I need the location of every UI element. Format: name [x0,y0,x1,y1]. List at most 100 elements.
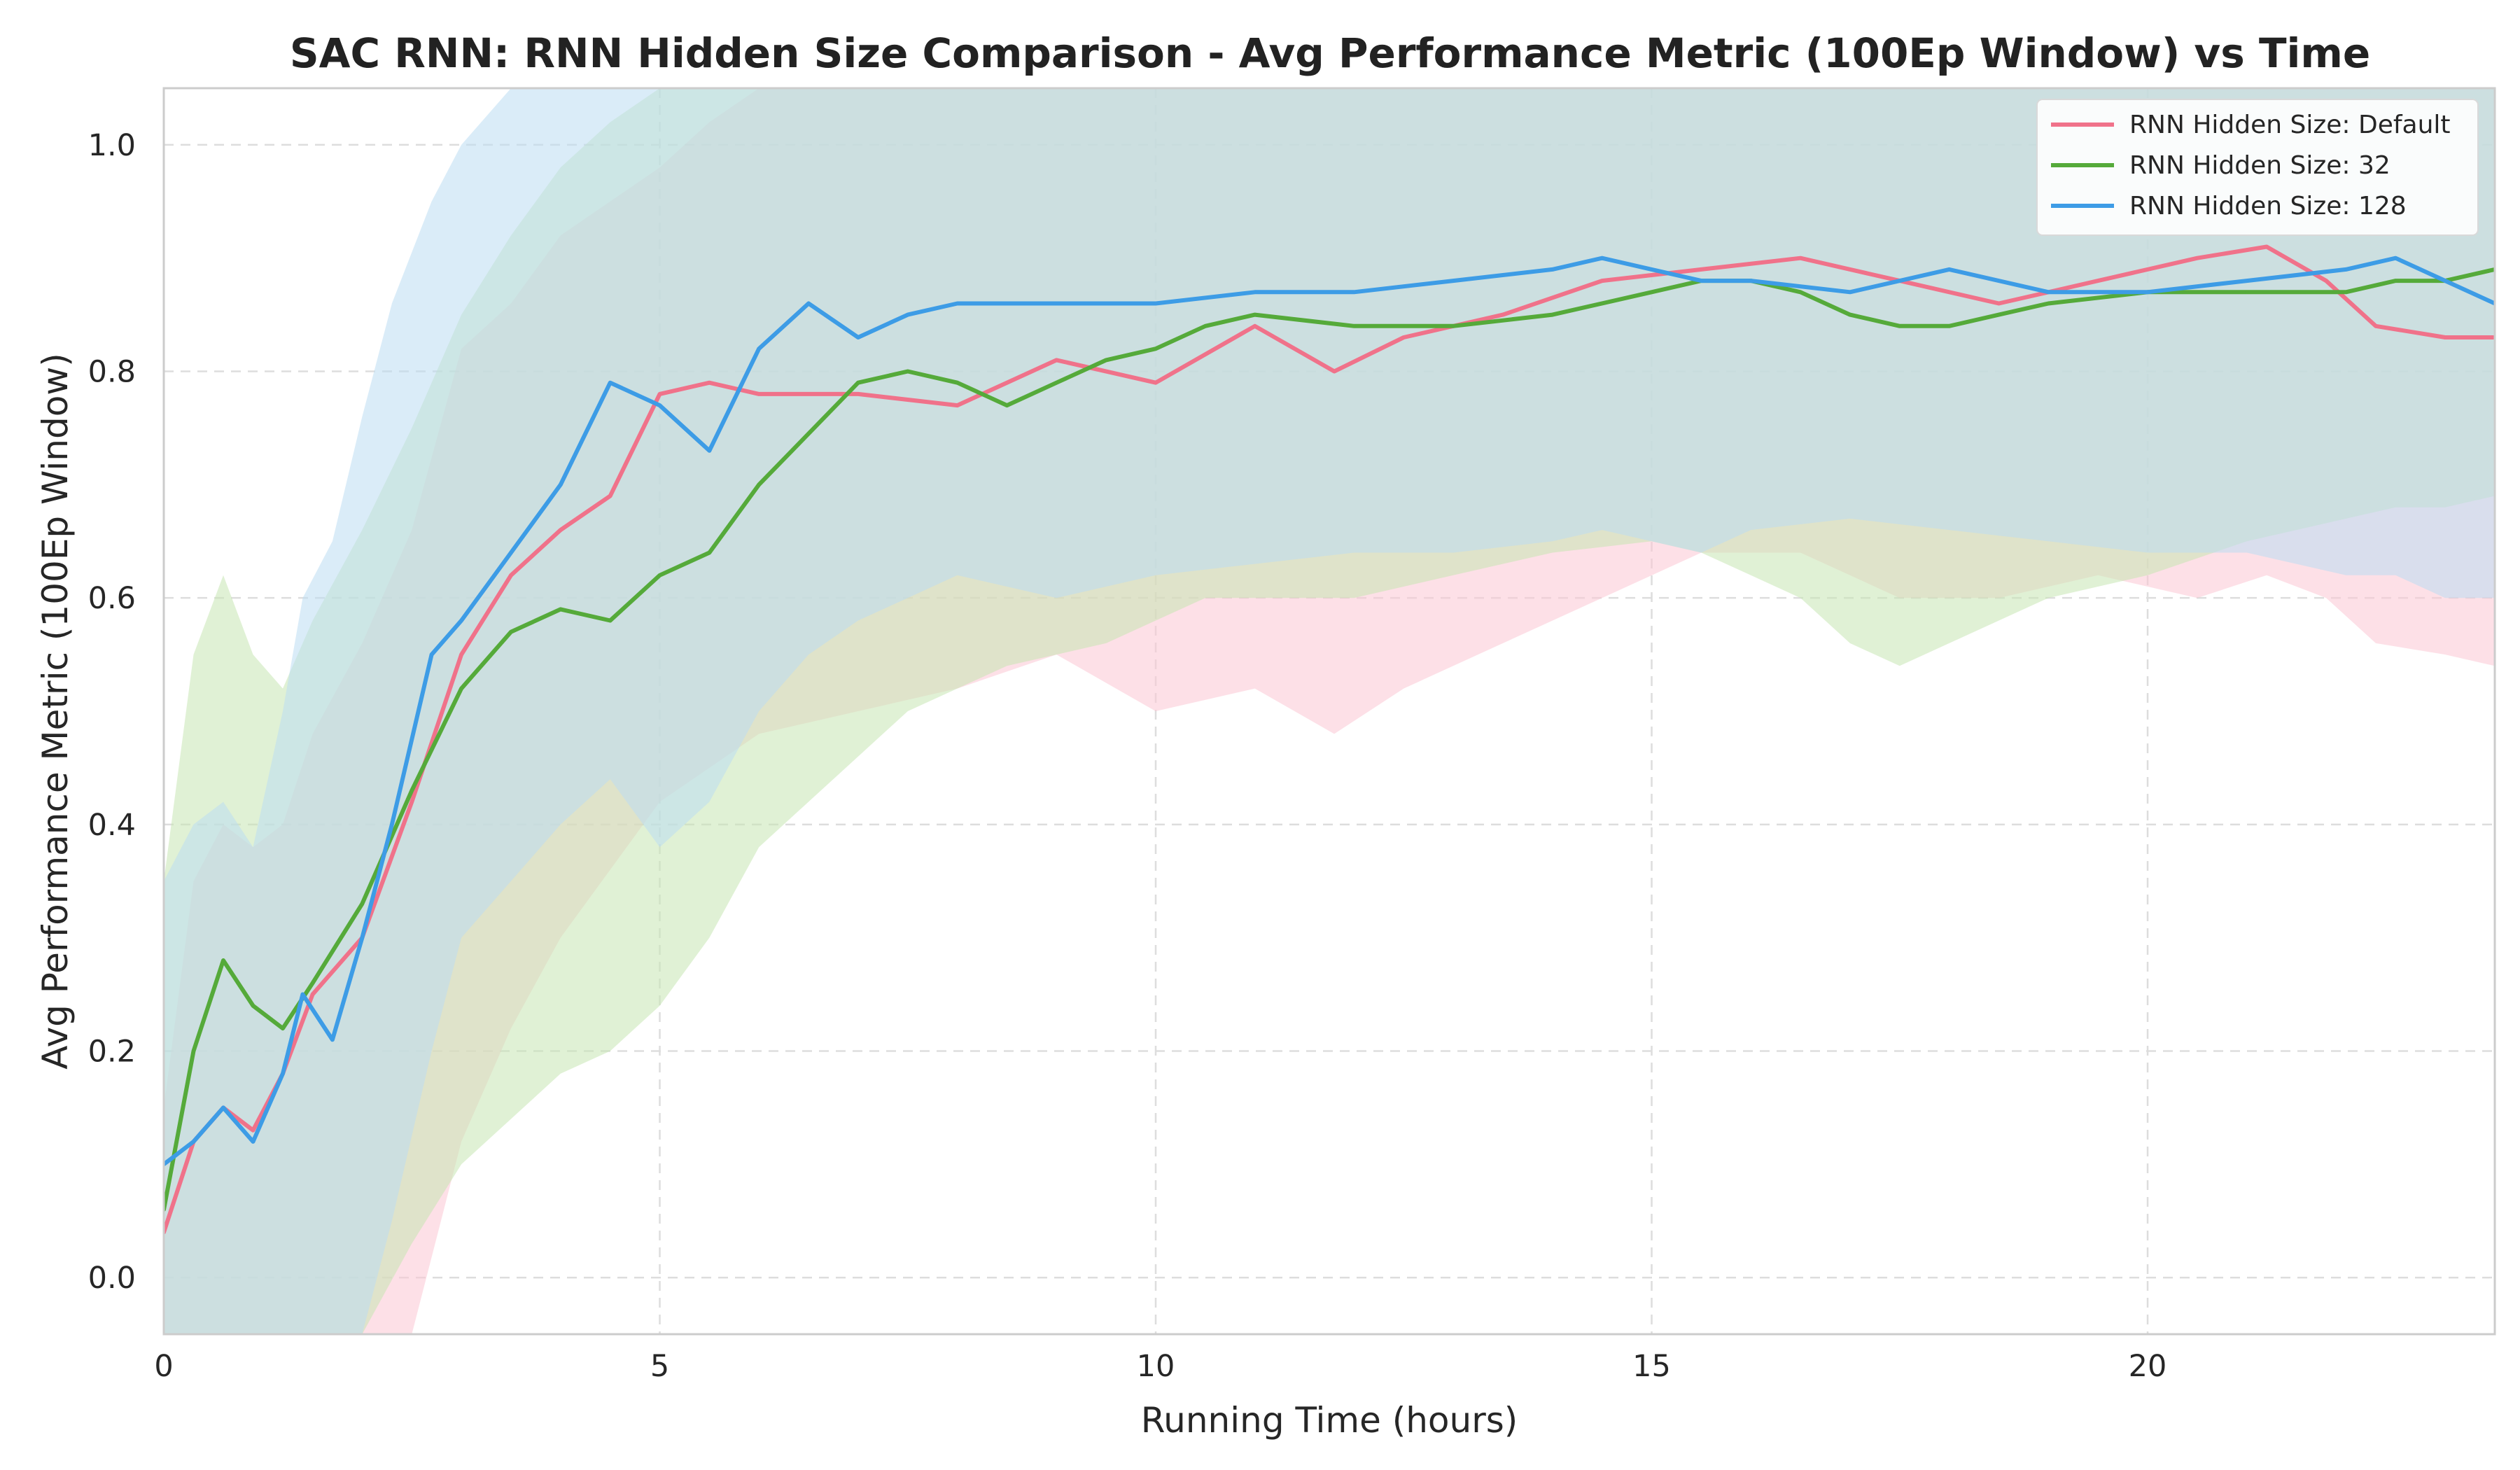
legend-frame [2036,99,2479,236]
data-point [410,800,414,804]
data-point [2096,279,2100,283]
data-point [1699,267,1703,272]
data-point [906,313,910,317]
data-point [459,652,463,657]
data-point [459,687,463,691]
data-point [955,403,960,407]
data-point [1253,290,1257,294]
data-point [1650,267,1653,272]
data-point [1798,256,1802,260]
data-point [1352,324,1356,328]
data-point [1848,290,1852,294]
data-point [251,1128,255,1133]
data-point [2344,290,2348,294]
data-point [1798,290,1802,294]
data-point [757,392,761,396]
data-point [1401,335,1406,340]
y-tick-label: 0.4 [88,808,136,843]
data-point [251,1140,255,1144]
chart-title: SAC RNN: RNN Hidden Size Comparison - Av… [290,29,2370,77]
series-lines [164,244,2495,1235]
data-point [559,607,563,611]
data-point [559,482,563,486]
y-tick-label: 0.8 [88,355,136,390]
data-point [906,370,910,373]
data-point [281,1026,285,1030]
data-point [1997,313,2001,317]
data-point [608,381,612,385]
data-point [1848,313,1852,317]
data-point [806,302,811,305]
legend-label-1: RNN Hidden Size: 32 [2129,151,2390,180]
data-point [1154,346,1158,351]
data-point [1054,302,1058,305]
data-point [221,1105,225,1110]
data-point [707,381,711,385]
data-point [2195,256,2199,260]
x-tick-label: 15 [1632,1349,1671,1384]
series-band-2 [164,88,2495,1334]
data-point [1054,381,1058,385]
data-point [300,993,304,996]
data-point [559,528,563,532]
data-point [955,381,960,385]
data-point [856,392,860,396]
x-tick-label: 5 [650,1349,669,1384]
data-point [1154,381,1158,385]
data-point [1451,324,1455,328]
data-point [1947,324,1952,328]
data-point [430,652,434,657]
data-point [2324,279,2328,283]
data-point [955,302,960,305]
series-line-1 [164,267,2495,1212]
data-point [2146,290,2150,294]
data-point [1203,324,1208,328]
y-tick-label: 0.2 [88,1034,136,1069]
legend-label-2: RNN Hidden Size: 128 [2129,192,2407,220]
data-point [509,630,513,634]
data-point [251,1004,255,1008]
legend-label-0: RNN Hidden Size: Default [2129,111,2451,139]
data-point [2443,335,2447,340]
data-point [311,993,315,996]
data-point [2264,245,2269,248]
data-point [707,449,711,453]
data-point [281,1072,285,1076]
data-point [757,482,761,486]
data-point [1898,324,1902,328]
data-point [2344,267,2348,272]
data-point [2374,324,2378,328]
data-point [1253,313,1257,317]
data-point [311,981,315,985]
x-tick-label: 0 [154,1349,173,1384]
data-point [2393,256,2398,260]
x-tick-label: 20 [2129,1349,2167,1384]
data-point [1451,279,1455,283]
data-point [2443,279,2447,283]
data-point [1501,313,1505,317]
data-point [2245,279,2249,283]
data-point [1104,358,1108,362]
data-point [757,346,761,351]
data-point [1054,358,1058,362]
data-point [707,551,711,554]
data-point [192,1140,195,1144]
data-point [221,958,225,962]
y-tick-label: 1.0 [88,128,136,163]
confidence-bands [164,88,2495,1334]
tick-labels: 0 5 10 15 20 0.0 0.2 0.4 0.6 0.8 1.0 [88,128,2167,1384]
data-point [1947,267,1952,272]
data-point [1253,324,1257,328]
data-point [608,619,612,622]
data-point [1600,256,1604,260]
data-point [1154,302,1158,305]
y-tick-label: 0.6 [88,581,136,616]
data-point [856,381,860,385]
data-point [1550,267,1555,272]
data-point [509,573,513,578]
data-point [1550,313,1555,317]
data-point [1749,279,1753,283]
data-point [1005,403,1009,407]
data-point [1650,290,1653,294]
